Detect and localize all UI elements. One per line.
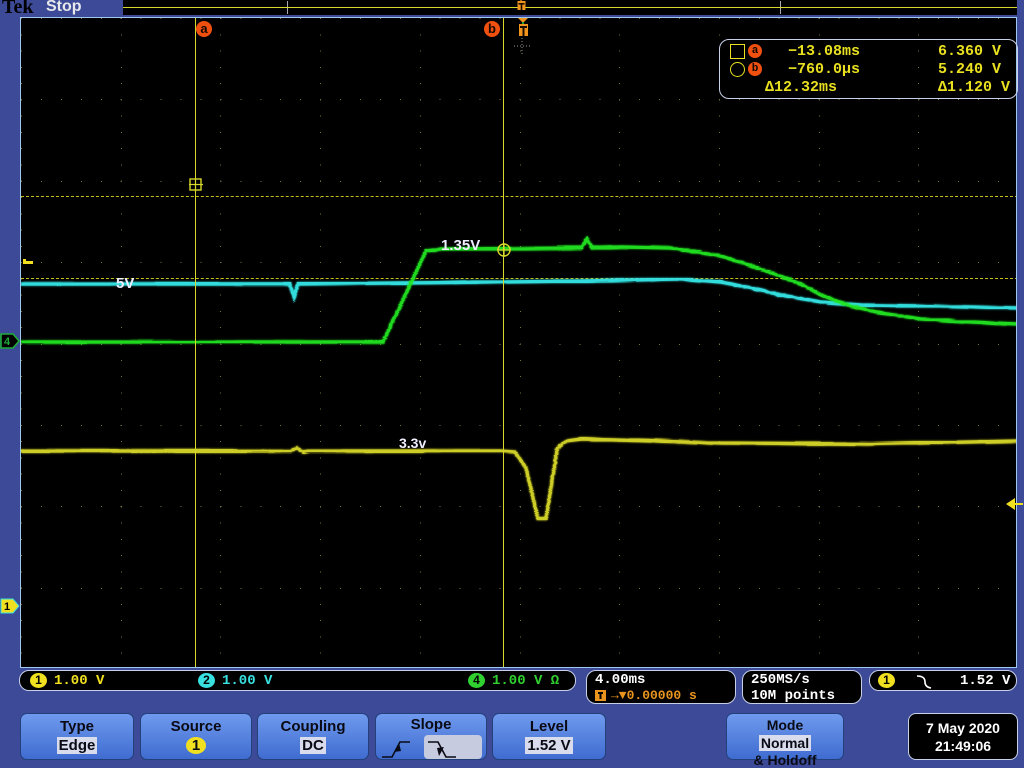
svg-text:1: 1	[4, 601, 10, 613]
svg-text:4: 4	[4, 336, 11, 348]
